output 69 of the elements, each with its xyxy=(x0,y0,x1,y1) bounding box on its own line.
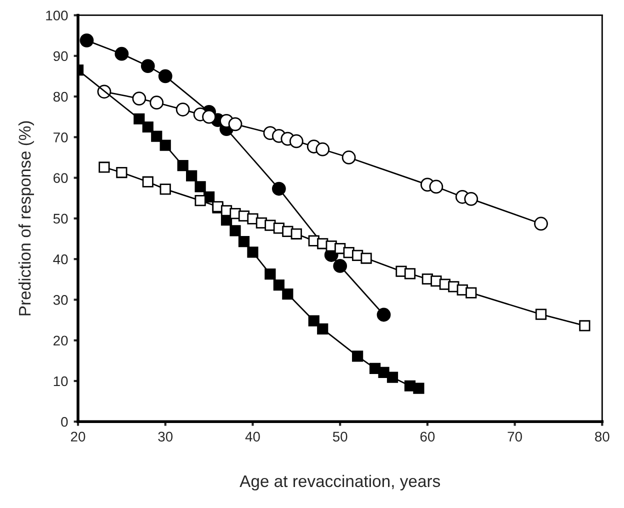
y-tick-label: 80 xyxy=(53,92,68,102)
point xyxy=(290,228,302,240)
point xyxy=(142,176,154,188)
point xyxy=(579,320,590,332)
point xyxy=(194,181,206,192)
point xyxy=(378,366,390,378)
point xyxy=(386,372,398,383)
point xyxy=(360,252,372,264)
point xyxy=(98,162,110,173)
y-tick-label: 10 xyxy=(54,376,68,386)
y-tick-label: 90 xyxy=(53,51,68,62)
point xyxy=(140,59,155,73)
y-tick-label: 70 xyxy=(54,132,68,142)
point xyxy=(160,140,171,151)
point xyxy=(151,130,162,142)
point xyxy=(466,287,477,298)
x-tick-label: 50 xyxy=(332,432,348,442)
point xyxy=(273,280,284,291)
point xyxy=(342,150,356,164)
y-tick-label: 20 xyxy=(54,336,68,346)
y-tick-label: 50 xyxy=(53,214,68,224)
point xyxy=(150,96,164,110)
y-tick-label: 0 xyxy=(61,416,68,427)
x-tick-label: 80 xyxy=(595,432,610,442)
y-tick-label: 30 xyxy=(53,295,68,305)
point xyxy=(534,216,548,231)
point xyxy=(228,117,242,132)
point xyxy=(535,308,547,320)
y-tick-label: 60 xyxy=(54,173,68,183)
point xyxy=(80,33,94,48)
x-tick-label: 20 xyxy=(70,432,86,442)
point xyxy=(316,142,330,156)
y-tick-label: 100 xyxy=(46,10,68,20)
point xyxy=(282,288,294,300)
point xyxy=(202,110,216,124)
point xyxy=(134,113,145,124)
y-axis-title: Prediction of response (%) xyxy=(18,121,34,316)
point xyxy=(160,184,171,195)
point xyxy=(464,192,478,206)
point xyxy=(247,213,258,224)
point xyxy=(413,382,424,394)
point xyxy=(376,308,391,322)
point xyxy=(186,170,198,182)
y-tick-label: 40 xyxy=(53,254,68,264)
x-axis-title: Age at revaccination, years xyxy=(240,474,440,490)
point xyxy=(333,259,348,273)
x-tick-label: 30 xyxy=(158,432,173,442)
point xyxy=(317,323,328,335)
point xyxy=(230,225,241,236)
point xyxy=(289,134,304,148)
x-tick-label: 70 xyxy=(508,432,522,442)
point xyxy=(404,268,416,280)
point xyxy=(116,166,128,178)
point xyxy=(247,246,258,258)
x-tick-label: 60 xyxy=(420,432,435,442)
point xyxy=(142,121,154,133)
point xyxy=(158,69,172,84)
point xyxy=(176,102,190,116)
point xyxy=(114,46,129,61)
point xyxy=(238,236,250,248)
point xyxy=(194,195,206,206)
point xyxy=(132,92,146,106)
point xyxy=(429,180,444,194)
point xyxy=(272,182,286,196)
point xyxy=(264,268,276,280)
x-tick-label: 40 xyxy=(245,432,260,442)
point xyxy=(177,160,188,172)
point xyxy=(308,315,320,326)
point xyxy=(352,350,364,362)
